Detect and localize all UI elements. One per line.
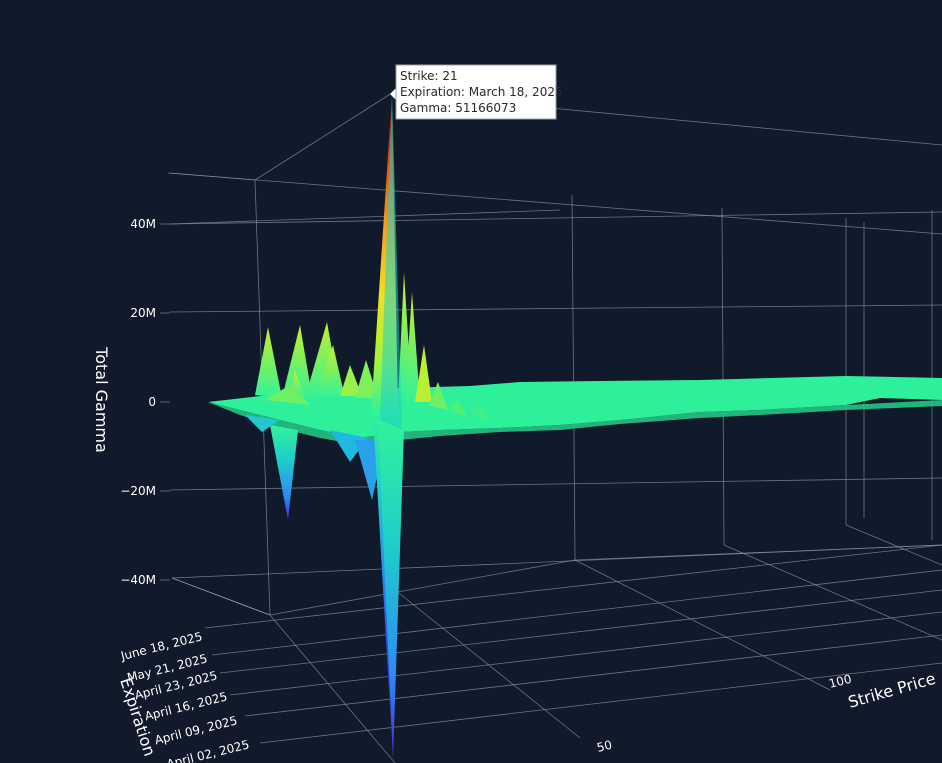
peak-left-1 <box>255 327 282 398</box>
x-axis-title: Strike Price <box>846 669 938 712</box>
x-tick-label: 50 <box>595 738 613 755</box>
grid-lines <box>167 92 942 763</box>
dip-mid-1 <box>330 430 368 462</box>
peak-left-8 <box>265 385 310 405</box>
z-tick-label: −40M <box>120 573 156 587</box>
tooltip-gamma: Gamma: 51166073 <box>400 101 516 115</box>
peak-right-6 <box>470 405 490 422</box>
peak-right-3 <box>415 345 432 402</box>
peak-main-side <box>380 94 402 430</box>
peak-right-2 <box>405 292 420 402</box>
tooltip-pointer <box>390 88 396 100</box>
tooltip-box <box>395 64 557 120</box>
z-tick-label: 20M <box>130 306 156 320</box>
peak-right-4 <box>428 382 448 410</box>
peak-right-5 <box>448 400 468 418</box>
peak-left-2 <box>282 325 312 398</box>
gamma-surface[interactable] <box>208 94 942 760</box>
z-tick-label: 0 <box>148 395 156 409</box>
x-tick-label: 100 <box>827 672 853 691</box>
z-tick-label: 40M <box>130 217 156 231</box>
peak-left-4 <box>315 345 345 398</box>
z-axis-title: Total Gamma <box>92 346 111 453</box>
tooltip-expiration: Expiration: March 18, 2025 <box>400 85 563 99</box>
dip-left <box>270 425 298 520</box>
dip-main <box>378 420 404 760</box>
hover-tooltip: Strike: 21 Expiration: March 18, 2025 Ga… <box>390 64 563 120</box>
tooltip-strike: Strike: 21 <box>400 69 458 83</box>
z-axis-ticks: 40M 20M 0 −20M −40M <box>120 217 170 587</box>
peak-left-6 <box>340 365 362 396</box>
x-axis-ticks: 50 100 <box>595 672 853 755</box>
dip-left-2 <box>245 415 280 432</box>
z-tick-label: −20M <box>120 484 156 498</box>
peak-left-7 <box>355 360 378 398</box>
